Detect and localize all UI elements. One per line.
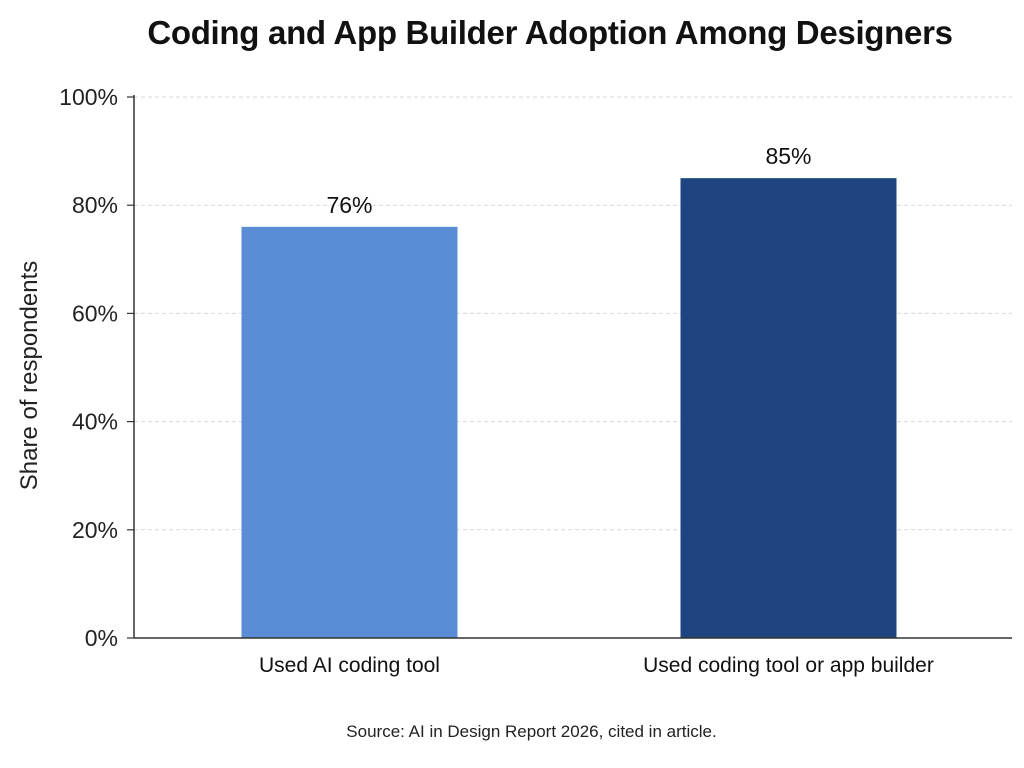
bar [680,178,897,638]
data-label: 85% [765,143,811,169]
y-tick-labels: 0% 20% 40% 60% 80% 100% [59,84,134,651]
x-tick-labels: Used AI coding tool Used coding tool or a… [259,654,934,677]
source-note: Source: AI in Design Report 2026, cited … [346,722,717,741]
y-tick-label: 0% [85,625,118,651]
y-tick-label: 100% [59,84,118,110]
data-label: 76% [326,192,372,218]
axes [133,95,1012,639]
x-tick-label: Used AI coding tool [259,654,440,677]
bar [241,226,458,638]
chart-title: Coding and App Builder Adoption Among De… [147,14,953,51]
y-tick-label: 40% [72,409,118,435]
bars [241,178,897,638]
x-tick-label: Used coding tool or app builder [643,654,934,677]
y-tick-label: 80% [72,192,118,218]
y-axis-label: Share of respondents [16,261,43,491]
y-tick-label: 20% [72,517,118,543]
data-labels: 76% 85% [326,143,811,218]
y-tick-label: 60% [72,300,118,326]
